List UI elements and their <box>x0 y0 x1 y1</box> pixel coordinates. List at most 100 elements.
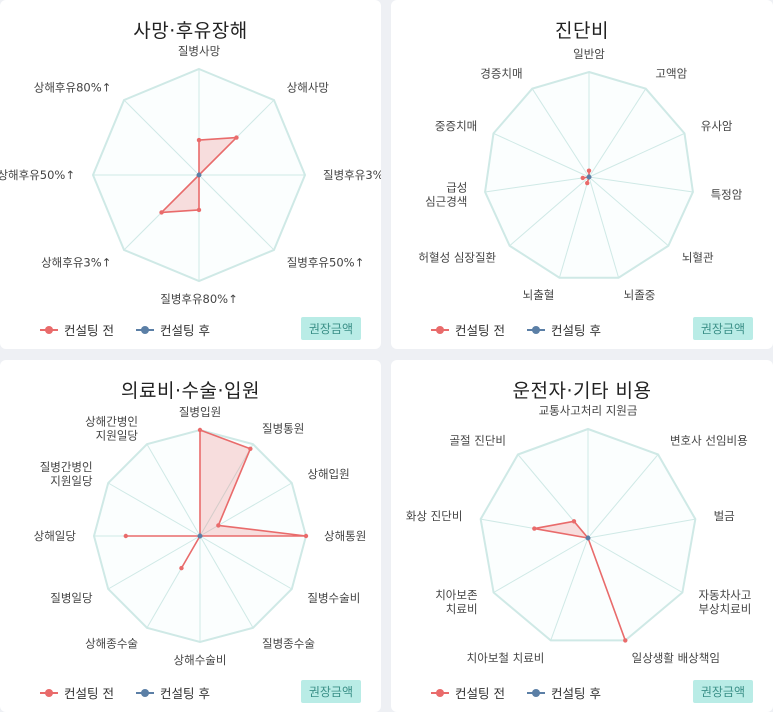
series-area-before <box>533 520 627 642</box>
legend-label: 컨설팅 후 <box>550 686 601 701</box>
legend: 컨설팅 전 컨설팅 후 <box>431 683 623 702</box>
recommended-amount-button[interactable]: 권장금액 <box>692 317 753 340</box>
legend-item-before[interactable]: 컨설팅 전 <box>40 320 114 339</box>
axis-label: 자동차사고 부상치료비 <box>698 587 751 615</box>
data-point <box>585 180 590 186</box>
legend-marker <box>40 325 58 335</box>
axis-label: 상해입원 <box>307 466 349 480</box>
chart-card-medical: 의료비·수술·입원 질병입원 질병통원 상해입원 상해통원 질병수술비 질병종수술 상해수술… <box>0 360 381 712</box>
legend: 컨설팅 전 컨설팅 후 <box>40 683 232 702</box>
axis-label: 경증치매 <box>480 66 522 80</box>
legend-item-after[interactable]: 컨설팅 후 <box>135 320 210 339</box>
axis-label: 허혈성 심장질환 <box>418 250 496 264</box>
grid-spoke <box>484 176 590 193</box>
axis-label: 변호사 선임비용 <box>670 433 748 447</box>
grid-spoke <box>588 88 647 178</box>
legend: 컨설팅 전 컨설팅 후 <box>431 320 623 339</box>
axis-label: 치아보존 치료비 <box>435 587 477 615</box>
chart-title: 사망·후유장해 <box>133 20 248 42</box>
legend-marker <box>526 688 545 698</box>
axis-label: 상해일당 <box>34 529 77 543</box>
axis-label: 질병통원 <box>262 421 304 435</box>
data-point <box>196 172 202 178</box>
data-point <box>159 210 164 215</box>
axis-label: 질병후유3%↑ <box>323 168 381 182</box>
axis-label: 벌금 <box>714 508 735 522</box>
chart-title: 진단비 <box>555 20 609 42</box>
data-point <box>303 533 309 539</box>
axis-label: 질병간병인 지원일당 <box>40 459 93 487</box>
legend-label: 컨설팅 전 <box>455 686 505 701</box>
legend-label: 컨설팅 후 <box>159 686 210 701</box>
axis-label: 상해간병인 지원일당 <box>85 414 138 442</box>
grid-spoke <box>587 454 659 539</box>
grid-spoke <box>531 88 590 178</box>
axis-label: 상해후유80%↑ <box>34 80 112 94</box>
grid-spoke <box>107 535 201 590</box>
grid-spoke <box>587 518 696 539</box>
axis-label: 중증치매 <box>435 118 477 132</box>
data-point <box>586 174 592 180</box>
data-point <box>585 535 591 541</box>
grid-spoke <box>199 443 254 537</box>
grid-spoke <box>588 176 694 193</box>
grid-spoke <box>107 482 201 537</box>
axis-label: 일반암 <box>573 47 605 61</box>
legend-marker <box>135 688 154 698</box>
legend-item-after[interactable]: 컨설팅 후 <box>526 320 601 339</box>
grid-spoke <box>146 443 201 537</box>
axis-label: 질병입원 <box>179 404 221 418</box>
axis-label: 질병일당 <box>50 591 93 605</box>
grid-spoke <box>493 132 590 178</box>
grid-spoke <box>550 537 589 641</box>
grid-spoke <box>198 174 275 251</box>
axis-label: 고액암 <box>655 66 687 80</box>
axis-label: 뇌혈관 <box>682 250 714 264</box>
axis-label: 상해종수술 <box>85 636 138 650</box>
data-point <box>179 565 184 571</box>
legend-item-before[interactable]: 컨설팅 전 <box>431 683 505 702</box>
data-point <box>216 523 221 528</box>
series-area-before <box>125 429 307 569</box>
grid-spoke <box>199 535 254 629</box>
recommended-amount-button[interactable]: 권장금액 <box>692 680 753 703</box>
data-point <box>234 135 239 140</box>
data-point <box>196 137 202 143</box>
axis-label: 치아보철 치료비 <box>467 650 545 664</box>
legend-label: 컨설팅 후 <box>550 323 601 338</box>
axis-label: 질병종수술 <box>262 636 315 650</box>
legend-label: 컨설팅 전 <box>455 323 505 338</box>
axis-label: 뇌출혈 <box>523 287 555 301</box>
grid-spoke <box>587 537 683 593</box>
recommended-amount-button[interactable]: 권장금액 <box>300 680 361 703</box>
chart-card-diagnosis: 진단비 일반암 고액암 유사암 특정암 뇌혈관 뇌졸중 뇌출혈 허혈성 심장질환 급성 심근경색 중… <box>391 0 773 349</box>
grid-spoke <box>509 176 590 247</box>
legend-label: 컨설팅 후 <box>159 323 210 338</box>
axis-label: 화상 진단비 <box>406 508 463 522</box>
data-point <box>623 638 628 643</box>
axis-label: 질병수술비 <box>307 591 360 605</box>
axis-label: 교통사고처리 지원금 <box>539 403 638 417</box>
legend-item-before[interactable]: 컨설팅 전 <box>431 320 505 339</box>
legend-label: 컨설팅 전 <box>64 686 114 701</box>
axis-label: 뇌졸중 <box>624 287 656 301</box>
axis-label: 질병사망 <box>178 43 221 57</box>
axis-label: 상해수술비 <box>174 653 227 667</box>
legend-marker <box>526 325 545 335</box>
axis-label: 특정암 <box>711 187 743 201</box>
axis-label: 상해통원 <box>324 529 366 543</box>
grid-spoke <box>199 535 293 590</box>
legend-item-after[interactable]: 컨설팅 후 <box>135 683 210 702</box>
data-point <box>196 207 202 213</box>
data-point <box>197 427 203 433</box>
axis-label: 상해사망 <box>287 80 330 94</box>
legend-item-after[interactable]: 컨설팅 후 <box>526 683 601 702</box>
legend-item-before[interactable]: 컨설팅 전 <box>40 683 114 702</box>
grid-spoke <box>588 176 669 247</box>
chart-card-driver-etc: 운전자·기타 비용 교통사고처리 지원금 변호사 선임비용 벌금 자동차사고 부상치료비… <box>391 360 773 712</box>
legend-label: 컨설팅 전 <box>64 323 114 338</box>
recommended-amount-button[interactable]: 권장금액 <box>300 317 361 340</box>
